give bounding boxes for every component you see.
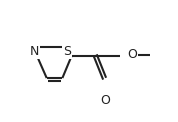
Text: N: N [30,45,40,58]
Text: O: O [100,94,110,107]
Text: O: O [127,48,137,61]
Text: S: S [63,45,71,58]
